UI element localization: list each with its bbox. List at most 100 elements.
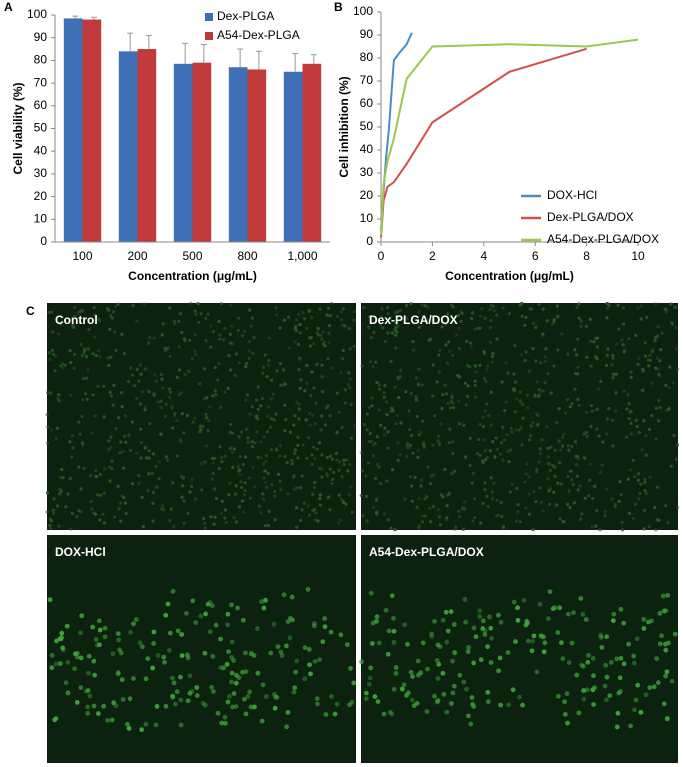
cell xyxy=(535,470,539,474)
cell xyxy=(111,700,117,706)
cell xyxy=(399,308,403,312)
cell xyxy=(483,488,487,492)
cell xyxy=(327,340,331,345)
cell xyxy=(490,497,495,501)
cell xyxy=(330,481,334,486)
cell xyxy=(211,471,215,476)
cell xyxy=(305,381,309,385)
cell xyxy=(589,404,594,408)
cell xyxy=(510,430,514,434)
cell xyxy=(394,333,398,337)
cell xyxy=(245,393,250,397)
cell xyxy=(207,418,211,422)
cell xyxy=(204,316,208,321)
cell xyxy=(94,353,98,358)
cell xyxy=(627,402,631,406)
cell xyxy=(461,507,465,511)
cell xyxy=(139,440,144,445)
cell xyxy=(95,493,99,497)
cell xyxy=(616,303,620,307)
cell xyxy=(335,391,339,395)
cell xyxy=(320,390,325,394)
cell xyxy=(620,528,625,532)
cell xyxy=(157,477,161,481)
cell xyxy=(390,331,394,335)
cell xyxy=(485,699,491,705)
cell xyxy=(89,499,93,504)
cell xyxy=(555,503,559,507)
cell xyxy=(489,423,493,427)
cell xyxy=(330,457,334,461)
cell xyxy=(226,649,232,655)
cell xyxy=(477,608,483,614)
cell xyxy=(349,436,354,440)
cell xyxy=(241,462,245,467)
cell xyxy=(441,393,445,397)
cell xyxy=(506,371,510,375)
cell xyxy=(469,345,473,349)
cell xyxy=(366,461,371,465)
cell xyxy=(338,518,342,522)
y-tick-label: 50 xyxy=(34,121,48,135)
cell xyxy=(402,622,408,628)
x-tick-label: 0 xyxy=(378,249,385,263)
cell xyxy=(290,458,294,462)
bar xyxy=(302,63,322,243)
cell xyxy=(561,435,565,440)
cell xyxy=(135,451,139,455)
y-tick-label: 100 xyxy=(27,7,47,21)
cell xyxy=(391,640,397,645)
cell xyxy=(323,423,328,427)
cell xyxy=(230,324,234,328)
cell xyxy=(77,465,81,469)
cell xyxy=(560,656,566,662)
cell xyxy=(488,449,493,453)
cell xyxy=(170,405,174,409)
cell xyxy=(375,435,379,439)
cell xyxy=(605,353,609,357)
cell xyxy=(342,458,346,462)
cell xyxy=(431,505,435,509)
cell xyxy=(139,427,143,431)
cell xyxy=(457,422,462,426)
cell xyxy=(53,661,59,667)
cell xyxy=(532,321,536,326)
bar xyxy=(228,67,248,243)
cell xyxy=(69,527,73,531)
cell xyxy=(381,326,385,330)
cell xyxy=(265,430,270,434)
cell xyxy=(537,460,541,464)
cell xyxy=(485,402,489,406)
cell xyxy=(69,455,74,459)
cell xyxy=(583,496,587,501)
cell xyxy=(227,493,231,497)
cell xyxy=(259,404,263,408)
cell xyxy=(45,510,49,514)
cell xyxy=(638,491,642,496)
cell xyxy=(404,454,409,459)
cell xyxy=(237,435,241,439)
cell xyxy=(143,367,147,371)
cell xyxy=(383,339,387,344)
cell xyxy=(247,356,251,361)
cell xyxy=(292,685,298,691)
cell xyxy=(513,387,517,391)
cell xyxy=(617,327,621,331)
cell xyxy=(259,599,265,605)
cell xyxy=(534,500,538,504)
cell xyxy=(500,515,504,519)
cell xyxy=(529,434,533,438)
cell xyxy=(198,430,202,434)
cell xyxy=(360,364,364,368)
cell xyxy=(340,317,344,322)
cell xyxy=(59,630,65,636)
cell xyxy=(175,628,181,634)
cell xyxy=(432,693,437,699)
cell xyxy=(108,314,113,318)
cell xyxy=(229,602,234,608)
cell xyxy=(330,366,334,370)
cell xyxy=(527,492,531,496)
cell xyxy=(193,309,197,313)
cell xyxy=(590,409,594,413)
cell xyxy=(274,447,279,451)
